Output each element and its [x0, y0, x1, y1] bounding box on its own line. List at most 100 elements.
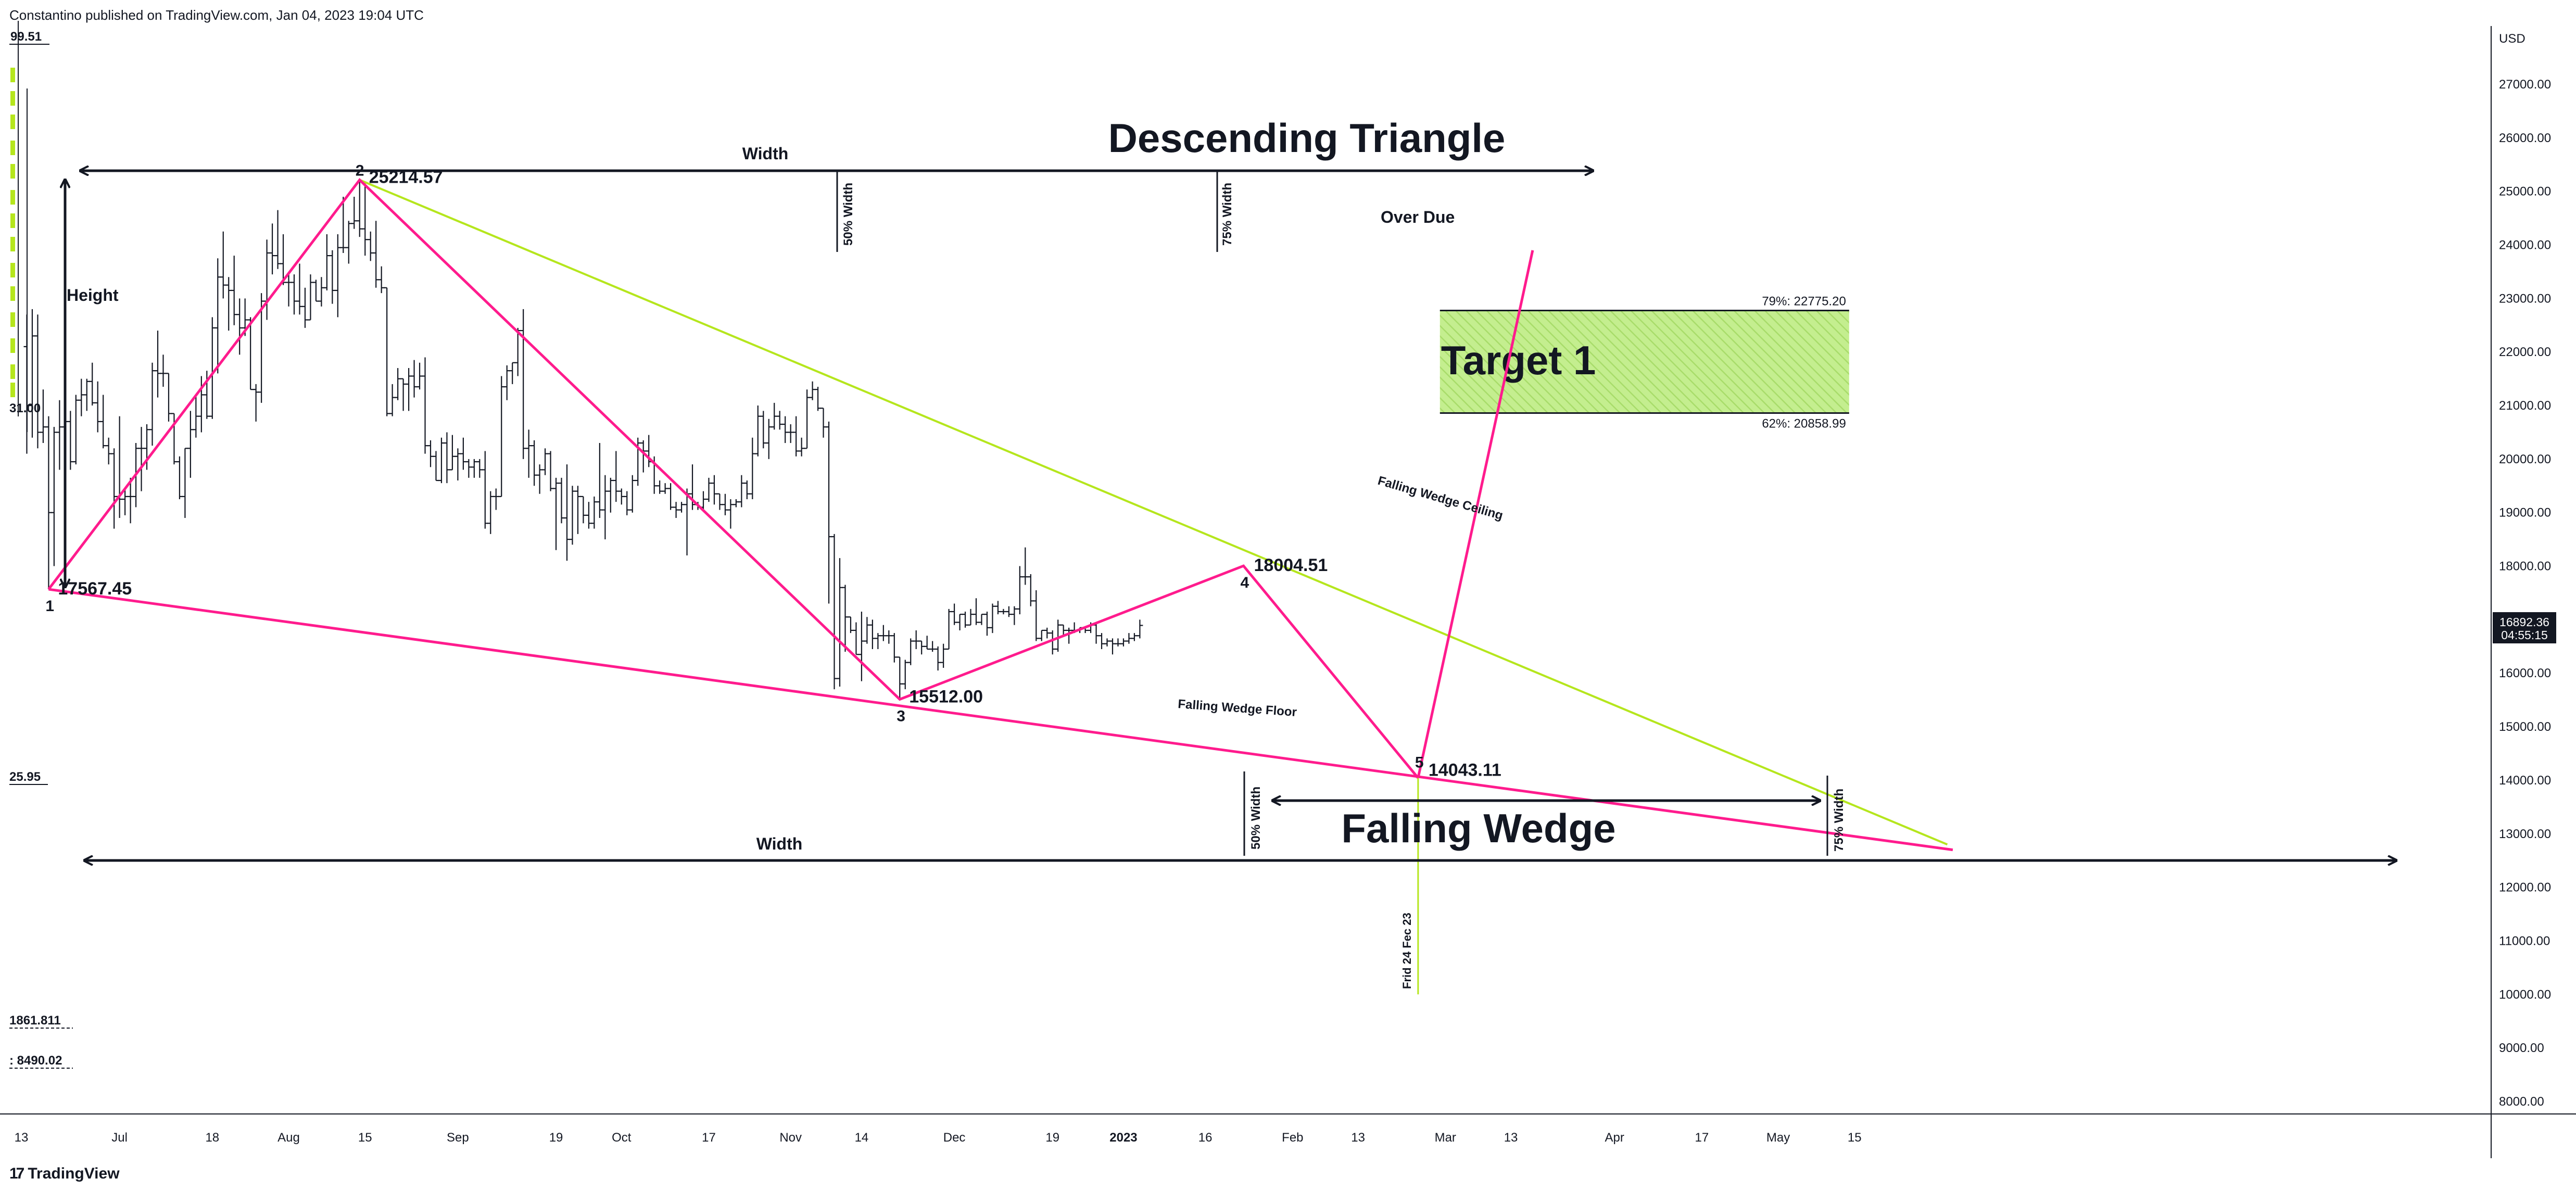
ohlc-bar	[989, 603, 996, 633]
ohlc-bar	[705, 477, 712, 502]
over-due-label: Over Due	[1381, 208, 1455, 226]
ohlc-bar	[476, 459, 483, 478]
ohlc-bar	[733, 499, 739, 508]
y-tick-label: 9000.00	[2499, 1041, 2544, 1055]
left-green-mark	[10, 91, 15, 106]
ohlc-bar	[722, 493, 728, 515]
y-axis-ticks: 27000.00 26000.00 25000.00 24000.00 23000.00…	[2499, 78, 2551, 1109]
ohlc-bar	[1093, 622, 1100, 644]
ohlc-bar	[454, 448, 461, 481]
ohlc-bar	[422, 357, 428, 454]
left-green-mark	[10, 263, 15, 277]
ohlc-bar	[465, 459, 472, 478]
ohlc-bar	[460, 437, 466, 470]
ohlc-bar	[471, 459, 477, 478]
wedge-zigzag-line[interactable]	[47, 178, 1419, 779]
left-green-mark	[10, 286, 15, 301]
falling-wedge-floor-line[interactable]	[48, 588, 1953, 852]
x-tick-label: May	[1766, 1131, 1790, 1145]
left-green-mark	[10, 312, 15, 327]
ohlc-bar	[525, 429, 532, 478]
ohlc-bar	[89, 362, 96, 406]
ohlc-bar	[318, 277, 325, 307]
ceiling-label: Falling Wedge Ceiling	[1376, 474, 1505, 523]
x-tick-label: Mar	[1435, 1131, 1456, 1145]
ohlc-bar	[367, 231, 374, 261]
ohlc-bar	[569, 486, 576, 545]
left-green-mark	[10, 68, 15, 82]
y-tick-label: 22000.00	[2499, 345, 2551, 359]
y-tick-label: 21000.00	[2499, 399, 2551, 413]
x-tick-label: 2023	[1109, 1131, 1137, 1145]
ohlc-bar	[804, 389, 811, 449]
ohlc-bar	[1027, 574, 1034, 606]
ohlc-bar	[798, 437, 805, 457]
x-tick-label: 13	[1351, 1131, 1365, 1145]
ohlc-bar	[864, 617, 870, 644]
ohlc-bar	[613, 451, 620, 502]
ohlc-bar	[160, 354, 167, 387]
wedge-point-price: 18004.51	[1254, 555, 1328, 575]
ohlc-bar	[482, 451, 488, 529]
ohlc-bar	[263, 239, 270, 320]
ohlc-bar	[29, 309, 35, 438]
ohlc-bar	[384, 287, 390, 416]
left-green-marks	[10, 21, 28, 432]
ohlc-bar	[967, 609, 974, 626]
ohlc-bar	[406, 368, 412, 411]
left-scale-label-1: 1861.811	[9, 1013, 61, 1028]
wedge-point-price: 15512.00	[909, 687, 983, 706]
ohlc-bar	[945, 609, 952, 650]
ohlc-bar	[351, 196, 358, 229]
x-tick-label: 13	[15, 1131, 29, 1145]
ohlc-bar	[209, 317, 216, 419]
ohlc-bar	[378, 266, 385, 294]
y-tick-label: 13000.00	[2499, 827, 2551, 841]
ohlc-bar	[994, 601, 1001, 615]
x-tick-label: Jul	[111, 1131, 128, 1145]
ohlc-bar	[1038, 629, 1045, 641]
ohlc-bar	[585, 502, 592, 529]
ohlc-bar	[891, 633, 898, 663]
ohlc-bar	[678, 502, 685, 513]
ohlc-bar	[880, 625, 887, 641]
ohlc-bar	[433, 451, 439, 482]
ohlc-bar	[815, 387, 822, 411]
tradingview-logo[interactable]: 17 TradingView	[9, 1165, 120, 1183]
ohlc-bar	[116, 416, 123, 518]
x-tick-label: 16	[1198, 1131, 1213, 1145]
ohlc-bar	[962, 611, 969, 628]
falling-wedge-ceiling-line[interactable]	[359, 179, 1948, 846]
ohlc-bar	[498, 376, 505, 497]
ohlc-bar	[591, 496, 598, 529]
y-tick-label: 20000.00	[2499, 452, 2551, 466]
left-scale-label-top: 99.51	[10, 30, 42, 44]
x-tick-label: Oct	[612, 1131, 632, 1145]
ohlc-bar	[105, 437, 112, 465]
ohlc-bar	[72, 395, 79, 465]
ohlc-bar	[449, 435, 456, 471]
projection-line[interactable]	[1417, 250, 1534, 779]
ohlc-bar	[427, 440, 434, 467]
ohlc-bar	[34, 314, 41, 449]
ohlc-bar	[176, 456, 183, 500]
ohlc-bar	[765, 419, 772, 459]
x-tick-label: 15	[358, 1131, 372, 1145]
ohlc-bar	[858, 611, 865, 681]
ohlc-bar	[913, 630, 919, 649]
y-tick-label: 15000.00	[2499, 720, 2551, 734]
ohlc-bar	[929, 641, 936, 652]
ohlc-bar	[667, 483, 674, 510]
ohlc-bar	[334, 234, 341, 318]
ohlc-bar	[749, 437, 756, 500]
y-tick-label: 24000.00	[2499, 238, 2551, 252]
ohlc-bar	[56, 400, 63, 470]
y-tick-label: 26000.00	[2499, 131, 2551, 145]
x-tick-label: Apr	[1605, 1131, 1624, 1145]
last-price-tag	[2493, 612, 2556, 643]
ohlc-bar	[296, 263, 303, 315]
ohlc-bar	[907, 638, 914, 665]
ohlc-bar	[509, 362, 516, 384]
